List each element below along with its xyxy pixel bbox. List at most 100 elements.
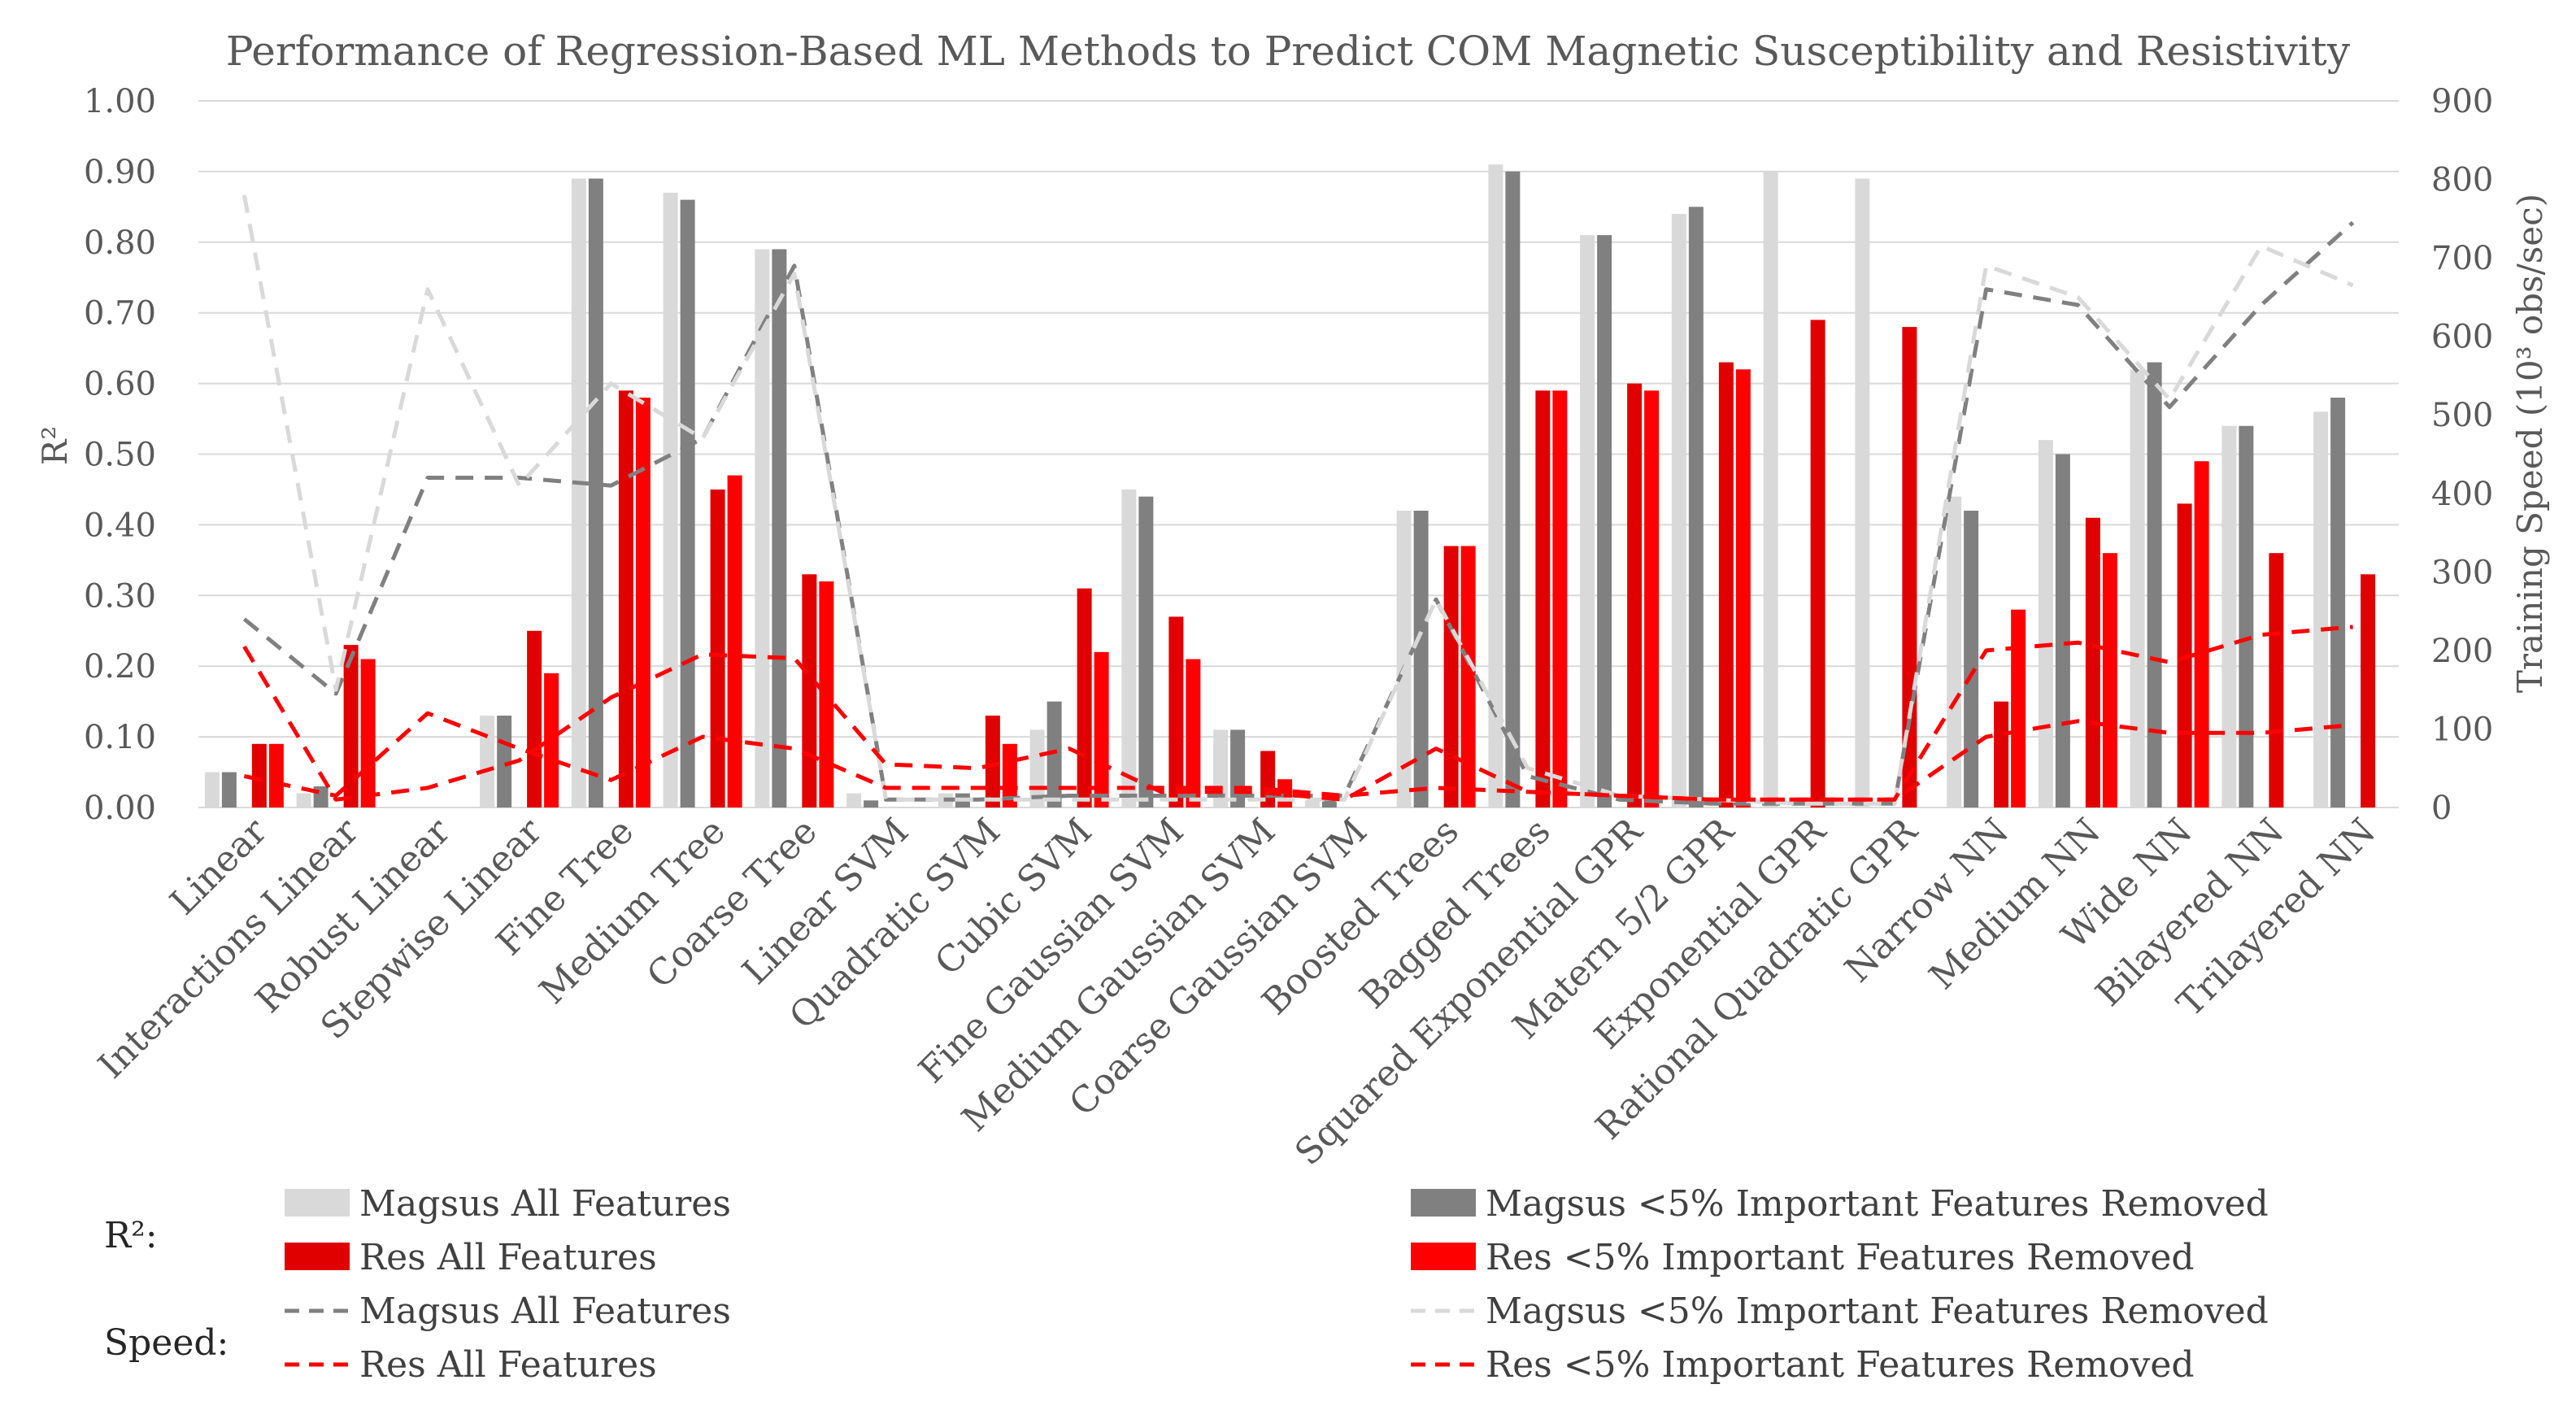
bar	[1186, 659, 1201, 807]
bar	[2038, 440, 2053, 807]
bar	[618, 390, 633, 807]
bar	[1168, 616, 1184, 807]
line-layer	[242, 194, 2355, 806]
legend: R²: Speed: Magsus All Features Magsus <5%…	[104, 1183, 2269, 1386]
left-tick-label: 0.00	[84, 790, 156, 827]
bar	[2221, 425, 2237, 807]
bar	[1964, 511, 1979, 807]
bar	[1460, 546, 1476, 807]
bar	[1552, 390, 1568, 807]
bar	[663, 192, 678, 808]
right-tick-label: 0	[2431, 790, 2452, 827]
bar	[1077, 588, 1092, 807]
series-line	[242, 194, 2354, 806]
bar	[268, 743, 284, 807]
left-tick-label: 0.10	[84, 719, 156, 756]
left-tick-label: 1.00	[84, 83, 156, 120]
right-axis: 0 100 200 300 400 500 600 700 800 900	[2431, 83, 2493, 827]
bar	[480, 716, 495, 807]
bar	[1947, 496, 1962, 807]
bar	[221, 772, 237, 807]
right-tick-label: 900	[2431, 83, 2493, 120]
legend-label: Magsus All Features	[359, 1291, 731, 1332]
bar	[527, 630, 542, 807]
series-line	[242, 625, 2353, 802]
bar	[1443, 546, 1459, 807]
bar	[2313, 411, 2329, 807]
left-tick-label: 0.50	[84, 437, 156, 474]
left-axis-label: R²	[35, 426, 75, 465]
bar	[588, 178, 603, 808]
bar	[1535, 390, 1551, 807]
right-tick-label: 700	[2431, 240, 2493, 277]
bar	[727, 475, 742, 807]
bar	[1688, 207, 1704, 808]
bar	[204, 772, 220, 807]
legend-label: Res All Features	[359, 1237, 657, 1278]
left-axis: 0.00 0.10 0.20 0.30 0.40 0.50 0.60 0.70 0.80 0.90…	[84, 83, 156, 827]
bar	[846, 793, 862, 807]
bar	[1046, 701, 1062, 807]
bar	[2102, 553, 2117, 807]
bar	[1994, 701, 2009, 807]
right-tick-label: 200	[2431, 633, 2493, 670]
bar	[2330, 397, 2346, 807]
bar	[1505, 171, 1521, 807]
bar	[2194, 461, 2209, 807]
left-tick-label: 0.70	[84, 295, 156, 333]
series-line	[242, 220, 2355, 806]
bar	[985, 716, 1000, 807]
right-tick-label: 400	[2431, 476, 2493, 513]
bar	[544, 673, 559, 807]
bar	[1321, 800, 1337, 807]
bar	[1671, 214, 1686, 807]
bar	[343, 645, 359, 807]
left-tick-label: 0.90	[84, 154, 156, 191]
left-tick-label: 0.20	[84, 648, 156, 686]
series-line	[243, 711, 2353, 802]
gridlines	[198, 100, 2399, 808]
legend-label: Magsus <5% Important Features Removed	[1486, 1183, 2269, 1225]
legend-swatch	[285, 1189, 350, 1217]
bar	[772, 249, 787, 807]
bar	[1413, 511, 1429, 807]
chart-title: Performance of Regression-Based ML Metho…	[226, 28, 2351, 75]
left-tick-label: 0.60	[84, 366, 156, 403]
right-axis-label: Training Speed (10³ obs/sec)	[2510, 194, 2550, 693]
left-tick-label: 0.40	[84, 507, 156, 544]
bar	[1094, 651, 1109, 807]
bar	[755, 249, 770, 807]
right-tick-label: 100	[2431, 711, 2493, 748]
bar	[1597, 235, 1612, 807]
legend-speed-heading: Speed:	[104, 1322, 228, 1364]
left-tick-label: 0.30	[84, 577, 156, 615]
right-tick-label: 300	[2431, 554, 2493, 591]
legend-swatch	[1411, 1243, 1476, 1270]
bar	[497, 716, 512, 807]
bar	[2085, 517, 2100, 807]
bar	[2055, 454, 2070, 807]
bar	[1396, 511, 1412, 807]
left-tick-label: 0.80	[84, 224, 156, 262]
bar	[1138, 496, 1154, 807]
legend-swatch	[285, 1243, 350, 1270]
bar-layer	[204, 164, 2376, 808]
bar	[571, 178, 586, 808]
bar	[635, 397, 651, 807]
legend-label: Res <5% Important Features Removed	[1486, 1344, 2195, 1386]
legend-label: Magsus All Features	[359, 1183, 731, 1225]
bar	[1304, 800, 1320, 807]
bar	[2130, 369, 2145, 808]
bar	[710, 489, 725, 807]
legend-label: Res <5% Important Features Removed	[1486, 1237, 2195, 1278]
bar	[1763, 171, 1778, 807]
legend-label: Res All Features	[359, 1344, 657, 1386]
bar	[2011, 609, 2026, 807]
bar	[251, 743, 267, 807]
bar	[2361, 574, 2376, 807]
bar	[1580, 235, 1595, 807]
bar	[2147, 362, 2162, 807]
bar	[296, 793, 311, 807]
